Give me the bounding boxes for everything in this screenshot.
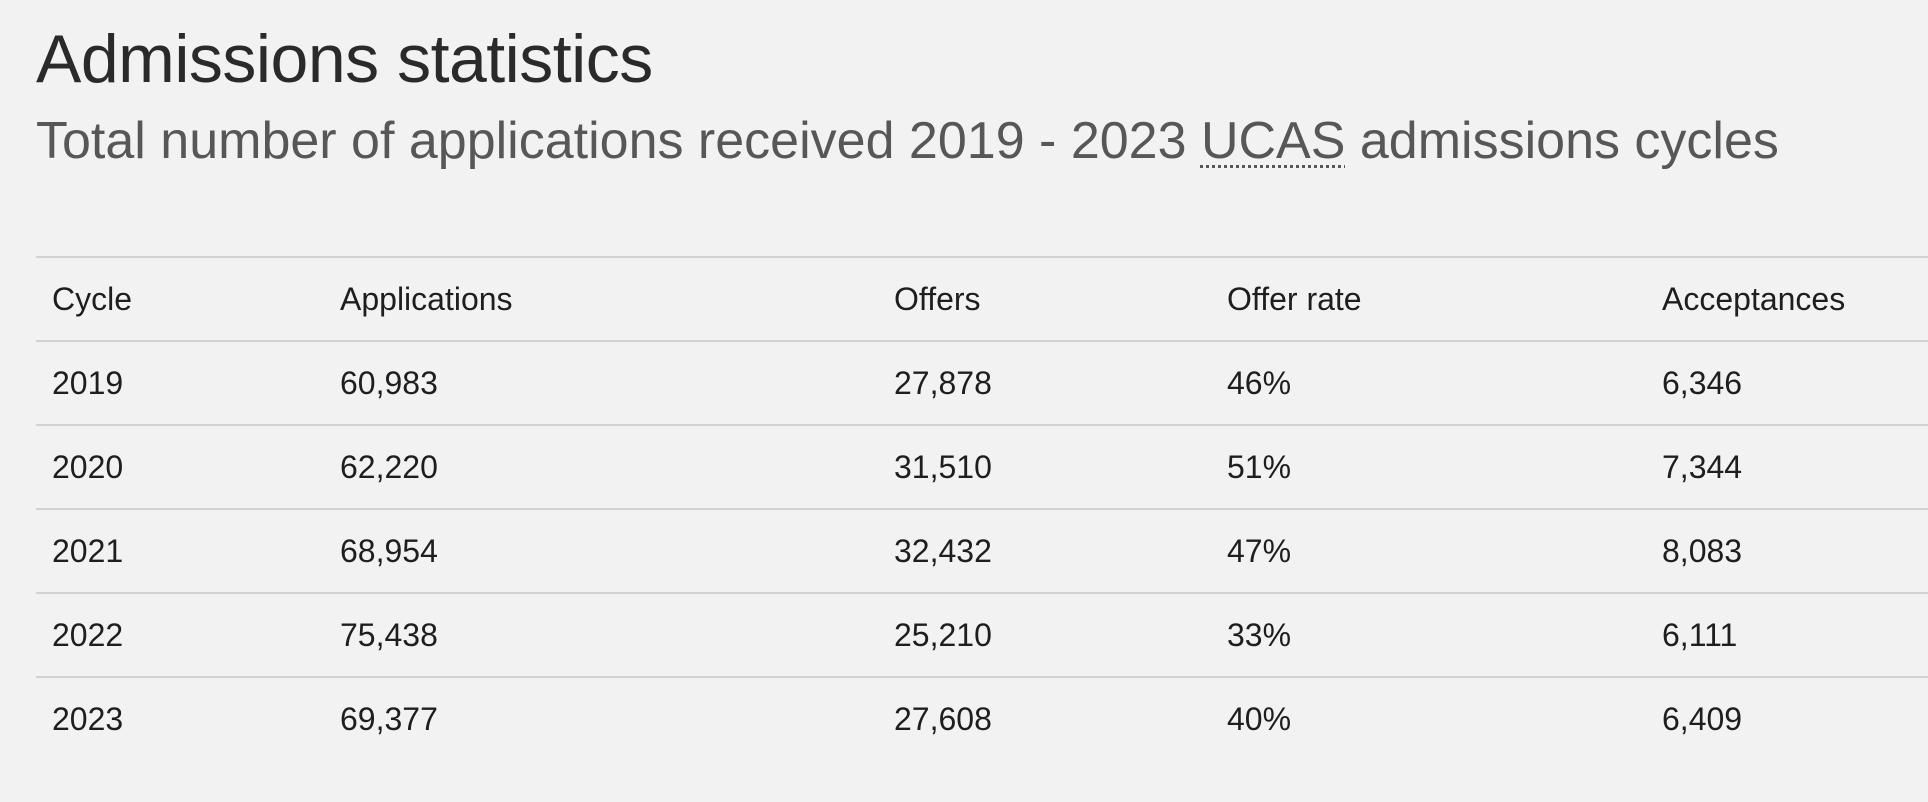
page-subtitle: Total number of applications received 20… xyxy=(36,112,1779,172)
table-header: Cycle Applications Offers Offer rate Acc… xyxy=(36,256,1928,341)
page-content: Admissions statistics Total number of ap… xyxy=(36,0,1928,802)
column-header-offer-rate: Offer rate xyxy=(1211,256,1646,341)
cell-offers: 32,432 xyxy=(878,508,1211,593)
subtitle-text-start: Total number of applications received 20… xyxy=(36,112,1201,170)
cell-offers: 31,510 xyxy=(878,424,1211,509)
cell-acceptances: 6,111 xyxy=(1646,592,1928,677)
table-row: 2022 75,438 25,210 33% 6,111 xyxy=(36,592,1928,677)
column-header-offers: Offers xyxy=(878,256,1211,341)
cell-offers: 27,608 xyxy=(878,676,1211,760)
cell-offer-rate: 46% xyxy=(1211,340,1646,425)
cell-offer-rate: 47% xyxy=(1211,508,1646,593)
cell-cycle: 2019 xyxy=(36,340,324,425)
cell-acceptances: 6,409 xyxy=(1646,676,1928,760)
cell-offer-rate: 51% xyxy=(1211,424,1646,509)
subtitle-text-end: admissions cycles xyxy=(1345,112,1779,170)
column-header-acceptances: Acceptances xyxy=(1646,256,1928,341)
cell-applications: 75,438 xyxy=(324,592,878,677)
cell-offers: 25,210 xyxy=(878,592,1211,677)
cell-applications: 62,220 xyxy=(324,424,878,509)
table-header-row: Cycle Applications Offers Offer rate Acc… xyxy=(36,256,1928,341)
cell-cycle: 2020 xyxy=(36,424,324,509)
cell-cycle: 2023 xyxy=(36,676,324,760)
cell-cycle: 2022 xyxy=(36,592,324,677)
table-body: 2019 60,983 27,878 46% 6,346 2020 62,220… xyxy=(36,340,1928,760)
column-header-cycle: Cycle xyxy=(36,256,324,341)
ucas-abbreviation[interactable]: UCAS xyxy=(1200,112,1346,170)
table-row: 2021 68,954 32,432 47% 8,083 xyxy=(36,508,1928,593)
column-header-applications: Applications xyxy=(324,256,878,341)
table-row: 2023 69,377 27,608 40% 6,409 xyxy=(36,676,1928,760)
admissions-statistics-table: Cycle Applications Offers Offer rate Acc… xyxy=(36,256,1928,760)
table-row: 2019 60,983 27,878 46% 6,346 xyxy=(36,340,1928,425)
cell-acceptances: 7,344 xyxy=(1646,424,1928,509)
cell-acceptances: 8,083 xyxy=(1646,508,1928,593)
cell-offers: 27,878 xyxy=(878,340,1211,425)
cell-applications: 68,954 xyxy=(324,508,878,593)
cell-applications: 69,377 xyxy=(324,676,878,760)
cell-applications: 60,983 xyxy=(324,340,878,425)
page-title: Admissions statistics xyxy=(36,21,653,97)
table-row: 2020 62,220 31,510 51% 7,344 xyxy=(36,424,1928,509)
cell-cycle: 2021 xyxy=(36,508,324,593)
cell-offer-rate: 40% xyxy=(1211,676,1646,760)
cell-acceptances: 6,346 xyxy=(1646,340,1928,425)
cell-offer-rate: 33% xyxy=(1211,592,1646,677)
